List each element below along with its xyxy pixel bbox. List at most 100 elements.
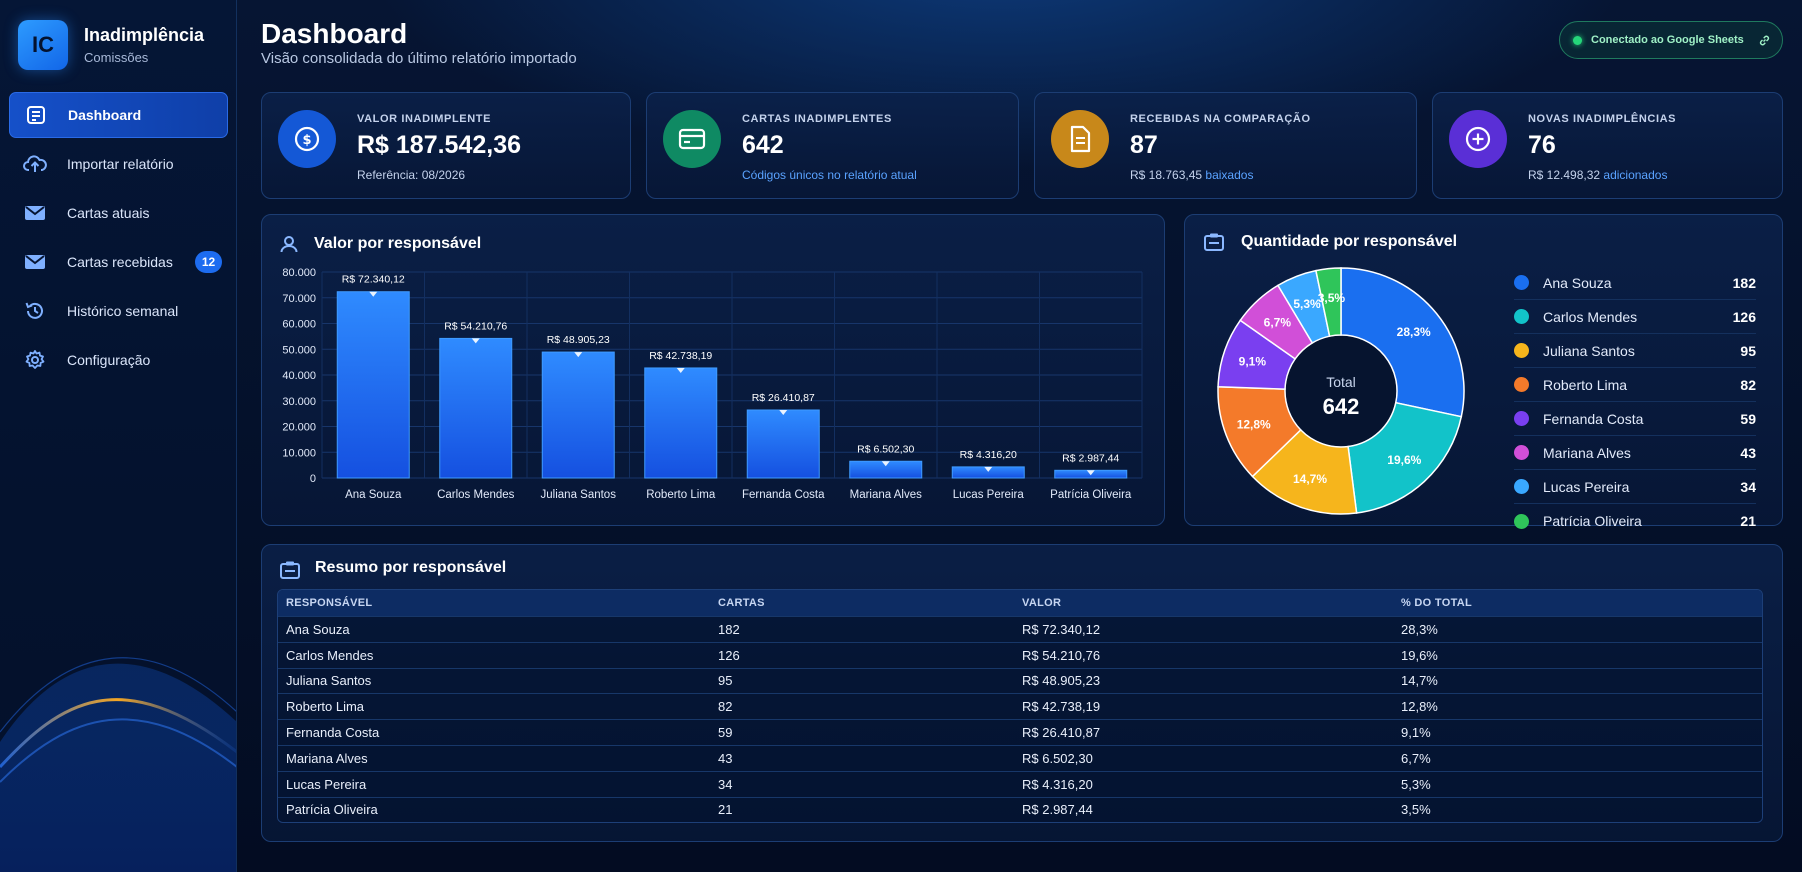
- table-cell: 6,7%: [1401, 750, 1431, 766]
- column-header[interactable]: CARTAS: [718, 597, 765, 609]
- plus-circle-icon: [1449, 110, 1507, 168]
- kpi-label: NOVAS INADIMPLÊNCIAS: [1528, 113, 1677, 125]
- kpi-value: R$ 187.542,36: [357, 131, 522, 159]
- sidebar-item-cartas-recebidas[interactable]: Cartas recebidas 12: [9, 239, 228, 285]
- x-tick-label: Mariana Alves: [850, 489, 922, 501]
- brand: IC Inadimplência Comissões: [18, 20, 204, 70]
- slice-label: 5,3%: [1293, 297, 1321, 311]
- table-row[interactable]: Ana Souza 182 R$ 72.340,12 28,3%: [278, 616, 1762, 642]
- table-cell: 9,1%: [1401, 725, 1431, 741]
- table-cell: R$ 72.340,12: [1022, 621, 1101, 637]
- table-cell: R$ 26.410,87: [1022, 725, 1101, 741]
- y-tick-label: 0: [310, 473, 316, 485]
- clipboard-icon: [1203, 232, 1225, 257]
- legend-swatch: [1514, 479, 1529, 494]
- bar: [336, 291, 410, 479]
- slice-label: 14,7%: [1293, 472, 1327, 486]
- dashboard-icon: [24, 103, 48, 127]
- gear-icon: [23, 348, 47, 372]
- data-label: R$ 48.905,23: [547, 334, 610, 346]
- legend-value: 34: [1740, 478, 1756, 495]
- kpi-value: 76: [1528, 131, 1556, 159]
- bar: [439, 337, 513, 479]
- app-title: Inadimplência: [84, 25, 205, 45]
- data-label: R$ 6.502,30: [857, 443, 914, 455]
- column-header[interactable]: RESPONSÁVEL: [286, 597, 373, 609]
- kpi-label: RECEBIDAS NA COMPARAÇÃO: [1130, 113, 1311, 125]
- legend-value: 43: [1740, 444, 1756, 461]
- bar-marker: [574, 352, 583, 358]
- app-logo: IC: [18, 20, 68, 70]
- x-tick-label: Patrícia Oliveira: [1050, 489, 1132, 501]
- kpi-card-novas-inadimplencias: NOVAS INADIMPLÊNCIAS 76 R$ 12.498,32 adi…: [1432, 92, 1783, 199]
- connection-label: Conectado ao Google Sheets: [1591, 34, 1744, 46]
- table-cell: Roberto Lima: [286, 699, 365, 715]
- table-cell: 3,5%: [1401, 802, 1431, 818]
- table-cell: R$ 4.316,20: [1022, 776, 1093, 792]
- legend-value: 82: [1740, 376, 1756, 393]
- column-header[interactable]: % DO TOTAL: [1401, 597, 1473, 609]
- bar: [541, 351, 615, 479]
- sidebar: IC Inadimplência Comissões Dashboard Imp…: [0, 0, 237, 872]
- bar-marker: [676, 367, 685, 373]
- table-row[interactable]: Patrícia Oliveira 21 R$ 2.987,44 3,5%: [278, 796, 1762, 823]
- y-tick-label: 70.000: [282, 293, 316, 305]
- y-tick-label: 10.000: [282, 447, 316, 459]
- sidebar-item-configuracao[interactable]: Configuração: [9, 337, 228, 383]
- y-tick-label: 80.000: [282, 267, 316, 279]
- legend-swatch: [1514, 411, 1529, 426]
- column-header[interactable]: VALOR: [1022, 597, 1062, 609]
- table-row[interactable]: Carlos Mendes 126 R$ 54.210,76 19,6%: [278, 641, 1762, 668]
- bar-marker: [881, 461, 890, 467]
- app-subtitle: Comissões: [84, 50, 149, 65]
- table-cell: 59: [718, 725, 733, 741]
- donut-slice: [1347, 401, 1463, 514]
- table-row[interactable]: Mariana Alves 43 R$ 6.502,30 6,7%: [278, 744, 1762, 771]
- bar-marker: [1086, 470, 1095, 476]
- bar-chart-panel: Valor por responsável 80.000 70.000 60.000…: [261, 214, 1165, 526]
- legend-swatch: [1514, 513, 1529, 529]
- google-sheets-status[interactable]: Conectado ao Google Sheets: [1559, 21, 1783, 59]
- legend-item: Lucas Pereira 34: [1514, 470, 1756, 504]
- donut-center-label: Total: [1326, 374, 1356, 390]
- data-label: R$ 2.987,44: [1062, 452, 1119, 464]
- table-row[interactable]: Juliana Santos 95 R$ 48.905,23 14,7%: [278, 667, 1762, 694]
- mail-icon: [23, 250, 47, 274]
- user-icon: [279, 234, 299, 259]
- panel-title: Valor por responsável: [314, 235, 482, 252]
- kpi-card-recebidas-na-comparacao: RECEBIDAS NA COMPARAÇÃO 87 R$ 18.763,45 …: [1034, 92, 1417, 199]
- legend-label: Patrícia Oliveira: [1543, 513, 1642, 529]
- legend-item: Patrícia Oliveira 21: [1514, 504, 1756, 538]
- legend-label: Mariana Alves: [1543, 444, 1631, 461]
- x-tick-label: Juliana Santos: [541, 489, 617, 501]
- table-row[interactable]: Fernanda Costa 59 R$ 26.410,87 9,1%: [278, 719, 1762, 745]
- sidebar-item-cartas-atuais[interactable]: Cartas atuais: [9, 190, 228, 236]
- data-label: R$ 42.738,19: [649, 350, 712, 362]
- x-tick-label: Fernanda Costa: [742, 489, 825, 501]
- table-row[interactable]: Lucas Pereira 34 R$ 4.316,20 5,3%: [278, 770, 1762, 797]
- donut-slice: [1315, 267, 1342, 338]
- sidebar-item-importar-relatorio[interactable]: Importar relatório: [9, 141, 228, 187]
- table-row[interactable]: Roberto Lima 82 R$ 42.738,19 12,8%: [278, 693, 1762, 720]
- legend-label: Juliana Santos: [1543, 342, 1635, 359]
- page-subtitle: Visão consolidada do último relatório im…: [261, 50, 577, 67]
- decorative-wave: [0, 657, 236, 872]
- legend-swatch: [1514, 445, 1529, 460]
- legend-item: Ana Souza 182: [1514, 266, 1756, 300]
- table-cell: 126: [718, 647, 740, 663]
- legend-item: Juliana Santos 95: [1514, 334, 1756, 368]
- page-title: Dashboard: [261, 18, 408, 49]
- sidebar-item-label: Importar relatório: [67, 156, 174, 172]
- legend-value: 126: [1732, 308, 1756, 325]
- summary-table: RESPONSÁVEL CARTAS VALOR % DO TOTAL Ana …: [277, 589, 1763, 824]
- link-icon: [1758, 34, 1771, 47]
- legend-value: 95: [1740, 342, 1756, 359]
- kpi-footnote: R$ 12.498,32 adicionados: [1528, 168, 1668, 182]
- sidebar-item-historico-semanal[interactable]: Histórico semanal: [9, 288, 228, 334]
- sidebar-item-dashboard[interactable]: Dashboard: [9, 92, 228, 138]
- table-cell: 21: [718, 802, 733, 818]
- cloud-upload-icon: [23, 152, 47, 176]
- kpi-footnote: Referência: 08/2026: [357, 168, 466, 182]
- legend-item: Roberto Lima 82: [1514, 368, 1756, 402]
- legend-item: Mariana Alves 43: [1514, 436, 1756, 470]
